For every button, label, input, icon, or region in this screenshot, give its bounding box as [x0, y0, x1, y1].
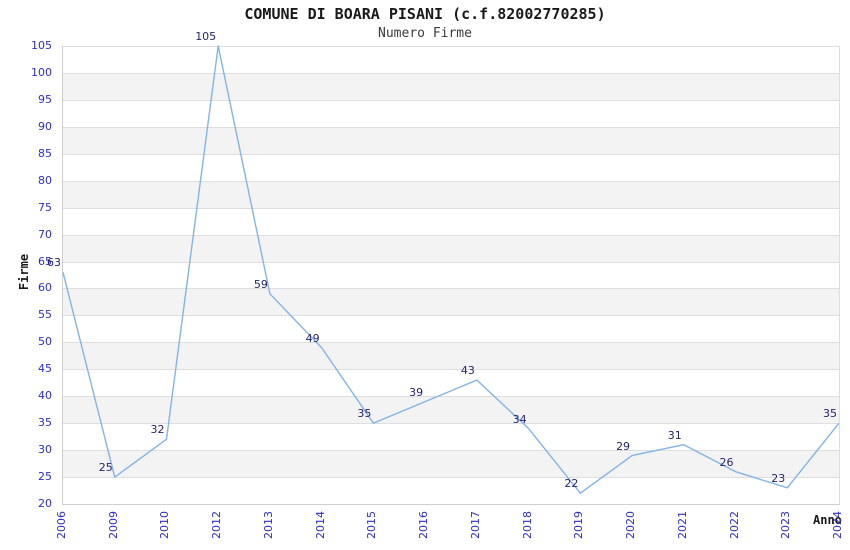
chart-title: COMUNE DI BOARA PISANI (c.f.82002770285) [244, 5, 606, 23]
data-point-label: 34 [512, 412, 527, 426]
line-series [62, 45, 840, 494]
y-tick-label: 70 [38, 227, 52, 241]
y-tick-label: 35 [38, 416, 52, 430]
x-tick-label: 2021 [675, 511, 689, 539]
data-point-label: 35 [823, 407, 837, 421]
grid-band-white [63, 207, 839, 235]
data-point-label: 23 [771, 471, 786, 485]
grid-band-white [63, 315, 839, 342]
x-tick-label: 2014 [313, 511, 327, 539]
grid-band-white [63, 477, 839, 504]
data-point-label: 35 [357, 407, 372, 421]
x-tick-label: 2016 [417, 511, 431, 539]
y-tick-label: 105 [31, 39, 52, 52]
y-tick-label: 100 [31, 65, 52, 79]
x-tick-label: 2024 [831, 511, 844, 539]
x-tick-label: 2009 [106, 511, 120, 539]
data-point-label: 25 [98, 461, 113, 475]
x-tick-label: 2019 [572, 511, 586, 539]
grid-band-gray [63, 72, 839, 100]
x-tick-label: 2017 [468, 511, 482, 539]
data-point-label: 49 [305, 331, 320, 345]
y-tick-label: 25 [38, 470, 52, 484]
data-point-label: 29 [616, 439, 631, 453]
grid-band-white [63, 99, 839, 127]
data-point-label: 63 [47, 256, 61, 270]
x-tick-label: 2012 [210, 511, 224, 539]
x-tick-label: 2015 [365, 511, 379, 539]
data-point-label: 43 [460, 364, 475, 378]
y-tick-label: 45 [38, 362, 52, 376]
y-tick-label: 60 [38, 281, 52, 295]
grid-band-gray [63, 288, 839, 316]
y-tick-label: 40 [38, 389, 52, 403]
y-tick-label: 90 [38, 119, 52, 133]
data-point-label: 59 [253, 277, 268, 291]
grid-band-gray [63, 450, 839, 478]
data-point-label: 31 [667, 428, 682, 442]
y-tick-label: 30 [38, 443, 52, 457]
grid-band-gray [63, 342, 839, 370]
x-tick-label: 2018 [520, 511, 534, 539]
x-tick-label: 2006 [55, 511, 68, 539]
x-tick-label: 2022 [727, 511, 741, 539]
grid-band-gray [63, 126, 839, 154]
chart-subtitle: Numero Firme [378, 26, 472, 41]
grid-band-white [63, 423, 839, 450]
grid-band-white [63, 369, 839, 396]
y-tick-label: 20 [38, 497, 52, 510]
x-tick-label: 2020 [624, 511, 638, 539]
y-tick-label: 65 [38, 254, 52, 268]
data-point-label: 32 [150, 423, 165, 437]
x-axis-title: Anno [813, 513, 842, 527]
grid-band-white [63, 261, 839, 289]
y-tick-label: 85 [38, 146, 52, 160]
data-point-label: 105 [195, 30, 217, 43]
plot-area [62, 45, 840, 505]
y-tick-label: 50 [38, 335, 52, 349]
data-point-label: 22 [564, 477, 579, 491]
y-tick-label: 55 [38, 308, 52, 322]
data-point-label: 39 [409, 385, 424, 399]
y-tick-label: 75 [38, 200, 52, 214]
grid-band-white [63, 46, 839, 73]
x-tick-label: 2013 [261, 511, 275, 539]
grid-band-gray [63, 180, 839, 208]
grid-band-gray [63, 396, 839, 424]
x-tick-label: 2010 [158, 511, 172, 539]
x-tick-label: 2023 [779, 511, 793, 539]
data-point-label: 26 [719, 455, 734, 469]
line-series-svg [62, 45, 840, 494]
y-tick-label: 95 [38, 92, 52, 106]
grid-band-white [63, 153, 839, 181]
y-tick-label: 80 [38, 173, 52, 187]
